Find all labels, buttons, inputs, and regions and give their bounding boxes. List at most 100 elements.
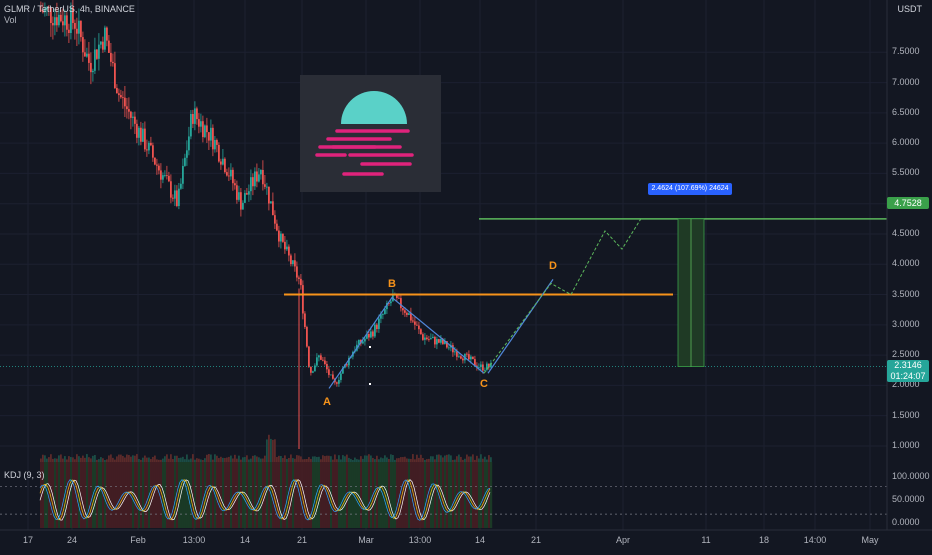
kdj-bg-bar — [404, 462, 407, 528]
volume-bar — [394, 459, 396, 462]
volume-bar — [252, 455, 254, 462]
volume-bar — [222, 457, 224, 462]
kdj-bg-bar — [406, 462, 409, 528]
volume-bar — [48, 457, 50, 462]
candle-countdown: 01:24:07 — [890, 371, 926, 381]
volume-bar — [220, 456, 222, 462]
kdj-bg-bar — [46, 462, 49, 528]
volume-bar — [216, 455, 218, 462]
volume-bar — [136, 454, 138, 462]
volume-bar — [278, 455, 280, 462]
volume-bar — [442, 457, 444, 462]
kdj-bg-bar — [368, 462, 371, 528]
candle-body — [216, 140, 218, 145]
volume-bar — [102, 458, 104, 462]
kdj-bg-bar — [194, 462, 197, 528]
volume-bar — [486, 459, 488, 462]
candle-body — [174, 190, 176, 199]
kdj-bg-bar — [238, 462, 241, 528]
volume-bar — [316, 456, 318, 462]
candle-body — [126, 106, 128, 110]
kdj-bg-bar — [400, 462, 403, 528]
volume-bar — [232, 458, 234, 462]
volume-bar — [288, 457, 290, 462]
candle-body — [154, 157, 156, 165]
candle-body — [98, 44, 100, 59]
candle-body — [262, 169, 264, 185]
volume-bar — [236, 458, 238, 462]
candle-body — [290, 255, 292, 265]
kdj-bg-bar — [324, 462, 327, 528]
kdj-bg-bar — [174, 462, 177, 528]
volume-bar — [54, 458, 56, 462]
kdj-line-2 — [39, 479, 491, 521]
kdj-bg-bar — [432, 462, 435, 528]
candle-body — [206, 125, 208, 133]
kdj-bg-bar — [116, 462, 119, 528]
candle-body — [46, 7, 48, 9]
pattern-point-label: C — [480, 378, 488, 390]
volume-bar — [162, 458, 164, 462]
volume-bar — [198, 458, 200, 462]
volume-bar — [264, 455, 266, 462]
candle-body — [58, 14, 60, 26]
kdj-bg-bar — [80, 462, 83, 528]
volume-bar — [332, 459, 334, 462]
volume-bar — [336, 459, 338, 462]
kdj-bg-bar — [460, 462, 463, 528]
candle-body — [362, 341, 364, 344]
candle-body — [214, 140, 216, 150]
candle-body — [282, 233, 284, 242]
time-tick-label: 14:00 — [803, 535, 827, 545]
volume-bar — [46, 458, 48, 462]
volume-bar — [432, 456, 434, 462]
kdj-bg-bar — [418, 462, 421, 528]
candle-body — [248, 191, 250, 195]
candle-body — [92, 70, 94, 73]
volume-bar — [112, 457, 114, 462]
candle-body — [466, 353, 468, 355]
candle-body — [278, 230, 280, 242]
kdj-bg-bar — [72, 462, 75, 528]
kdj-bg-bar — [448, 462, 451, 528]
candle-body — [346, 364, 348, 366]
volume-bar — [434, 459, 436, 462]
candle-body — [116, 87, 118, 94]
candle-body — [242, 202, 244, 210]
kdj-bg-bar — [266, 462, 269, 528]
volume-bar — [484, 456, 486, 462]
candle-body — [432, 336, 434, 339]
volume-bar — [424, 459, 426, 462]
volume-bar — [50, 454, 52, 462]
candle-body — [472, 356, 474, 360]
candle-body — [182, 165, 184, 184]
volume-bar — [326, 455, 328, 462]
kdj-bg-bar — [430, 462, 433, 528]
kdj-bg-bar — [468, 462, 471, 528]
candle-body — [110, 52, 112, 62]
pattern-point-label: D — [549, 260, 557, 272]
volume-bar — [270, 438, 272, 462]
candle-body — [372, 331, 374, 337]
volume-bar — [52, 458, 54, 462]
time-tick-label: 24 — [66, 535, 77, 545]
candle-body — [84, 52, 86, 57]
candle-body — [484, 369, 486, 371]
volume-bar — [138, 458, 140, 462]
kdj-bg-bar — [192, 462, 195, 528]
kdj-bg-bar — [74, 462, 77, 528]
candle-body — [212, 127, 214, 150]
candle-body — [64, 15, 66, 26]
volume-bar — [286, 458, 288, 462]
candle-body — [348, 357, 350, 366]
kdj-bg-bar — [64, 462, 67, 528]
volume-bar — [466, 454, 468, 462]
volume-bar — [426, 459, 428, 462]
indicator-tick-label: 50.0000 — [892, 494, 925, 505]
volume-bar — [84, 457, 86, 462]
candle-body — [304, 313, 306, 327]
candle-body — [458, 356, 460, 358]
candle-body — [222, 158, 224, 165]
